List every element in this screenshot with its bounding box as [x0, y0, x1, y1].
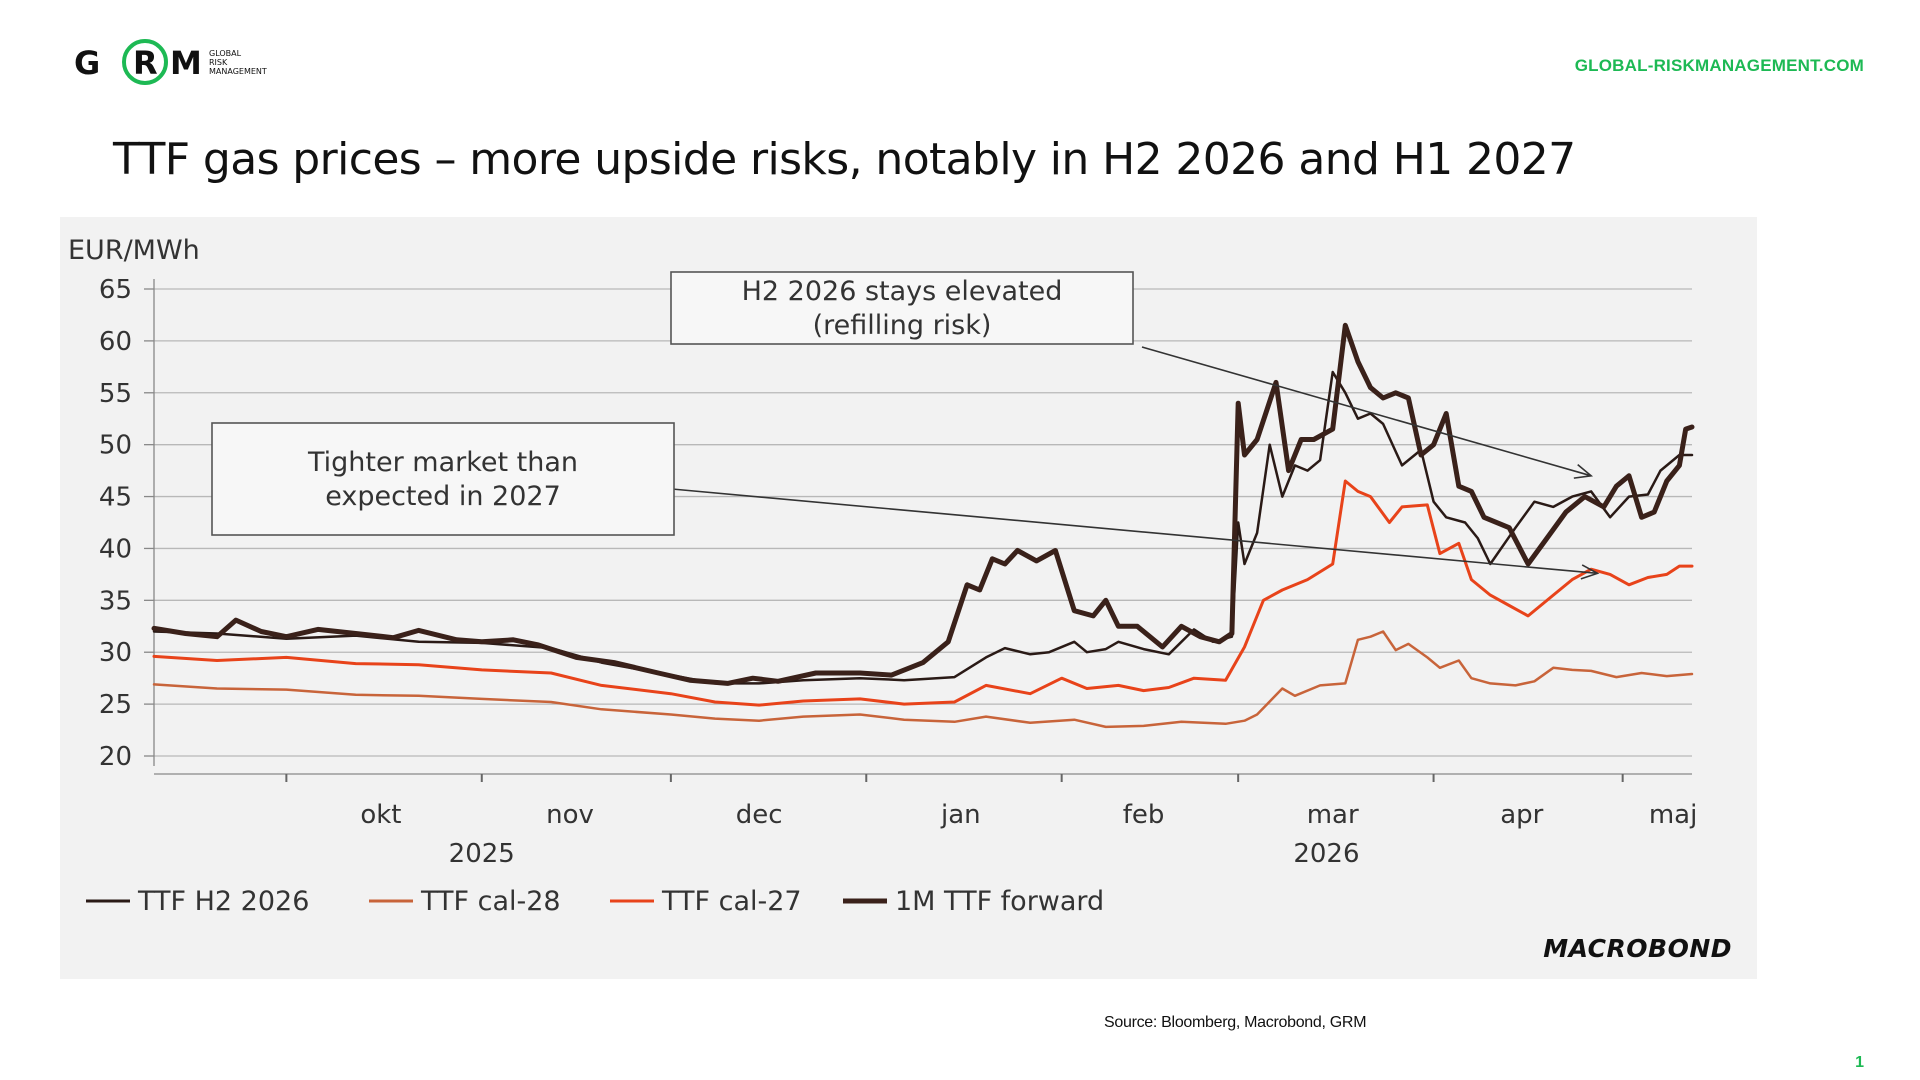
x-year-label-2026: 2026	[1293, 839, 1359, 869]
annotation-box-0	[670, 271, 1134, 345]
y-tick-label-35: 35	[99, 586, 132, 616]
logo-tagline-2: RISK	[209, 58, 228, 67]
annotation-text-1-0: Tighter market than	[307, 447, 578, 478]
annotation-text-0-0: H2 2026 stays elevated	[742, 276, 1063, 307]
y-tick-label-30: 30	[99, 638, 132, 668]
macrobond-logo: MACROBOND	[1543, 934, 1732, 963]
x-tick-labels: okt nov dec jan feb mar apr maj 2025 2026	[285, 774, 1697, 869]
source-note: Source: Bloomberg, Macrobond, GRM	[1104, 1014, 1367, 1031]
annotation-arrow-1	[671, 488, 1598, 575]
series-lines	[151, 322, 1695, 729]
slide-title: TTF gas prices – more upside risks, nota…	[113, 134, 1576, 185]
series-line-3	[151, 322, 1695, 686]
y-tick-label-45: 45	[99, 483, 132, 513]
macrobond-wordmark: MACROBOND	[1543, 934, 1732, 963]
logo-ring-icon	[122, 39, 168, 85]
y-tick-label-20: 20	[99, 742, 132, 772]
x-tick-label-maj: maj	[1649, 800, 1697, 830]
logo-tagline-1: GLOBAL	[209, 49, 242, 58]
x-tick-label-jan: jan	[940, 800, 981, 830]
y-tick-label-40: 40	[99, 534, 132, 564]
annotation-text-1-1: expected in 2027	[325, 481, 561, 512]
website-link[interactable]: GLOBAL-RISKMANAGEMENT.COM	[1574, 56, 1864, 75]
legend-label-0: TTF H2 2026	[137, 886, 309, 917]
logo-tagline-3: MANAGEMENT	[209, 67, 267, 76]
grm-logo: G R M GLOBAL RISK MANAGEMENT	[74, 38, 310, 92]
annotation-arrow-0	[1141, 346, 1592, 477]
y-tick-labels: 65 60 55 50 45 40 35 30 25 20	[99, 275, 132, 772]
x-tick-label-apr: apr	[1500, 800, 1543, 830]
annotation-text-0-1: (refilling risk)	[813, 310, 992, 341]
page-number: 1	[1855, 1054, 1864, 1071]
legend: TTF H2 2026 TTF cal-28 TTF cal-27 1M TTF fo…	[86, 886, 1104, 917]
annotation-arrowhead-1	[1580, 564, 1600, 580]
grm-logo-mark: G R M GLOBAL RISK MANAGEMENT	[74, 39, 267, 85]
x-year-label-2025: 2025	[449, 839, 515, 869]
annotation-arrowhead-0	[1573, 464, 1594, 479]
y-tick-label-55: 55	[99, 379, 132, 409]
series-line-0	[152, 370, 1694, 685]
series-line-1	[152, 630, 1694, 729]
logo-letter-m: M	[170, 44, 202, 82]
x-tick-label-feb: feb	[1123, 800, 1165, 830]
logo-letter-g: G	[74, 44, 100, 82]
legend-label-2: TTF cal-27	[661, 886, 802, 917]
series-line-2	[152, 479, 1694, 707]
legend-label-1: TTF cal-28	[420, 886, 561, 917]
legend-label-3: 1M TTF forward	[895, 886, 1104, 917]
grid-lines	[144, 279, 1692, 775]
x-tick-label-okt: okt	[360, 800, 401, 830]
annotations: H2 2026 stays elevated(refilling risk) Ti…	[211, 271, 1600, 580]
y-tick-label-25: 25	[99, 690, 132, 720]
y-tick-label-60: 60	[99, 327, 132, 357]
logo-letter-r: R	[133, 44, 158, 82]
annotation-box-1	[211, 422, 675, 536]
y-axis-label: EUR/MWh	[68, 235, 200, 266]
x-tick-label-nov: nov	[546, 800, 594, 830]
x-tick-label-mar: mar	[1307, 800, 1359, 830]
y-tick-label-50: 50	[99, 431, 132, 461]
x-tick-label-dec: dec	[736, 800, 783, 830]
ttf-price-chart: EUR/MWh 65 60 55 50 45 40 35 30 25 20 okt nov dec ja…	[68, 235, 1732, 963]
y-tick-label-65: 65	[99, 275, 132, 305]
chart-panel: EUR/MWh 65 60 55 50 45 40 35 30 25 20 okt nov dec ja…	[60, 217, 1757, 979]
